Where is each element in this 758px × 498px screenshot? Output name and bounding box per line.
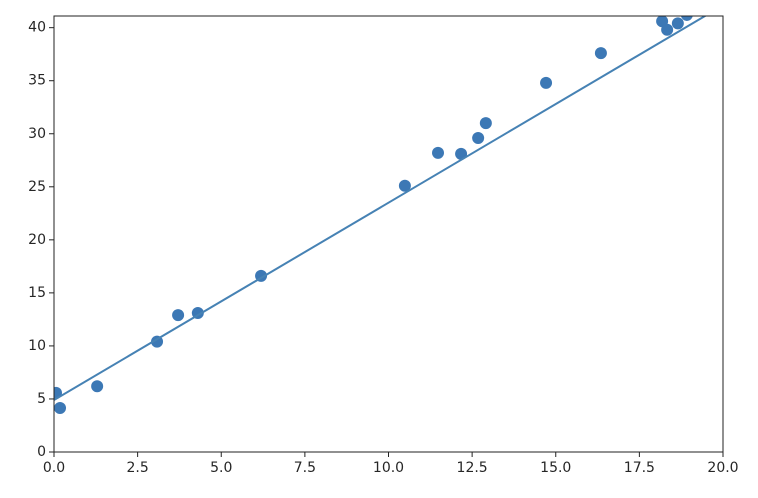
fit-line xyxy=(54,16,707,401)
y-tick-label: 25 xyxy=(28,179,46,195)
y-tick-label: 10 xyxy=(28,338,46,354)
y-tick-label: 20 xyxy=(28,232,46,248)
y-tick-label: 35 xyxy=(28,73,46,89)
x-tick-label: 20.0 xyxy=(707,460,738,476)
y-tick-label: 0 xyxy=(37,444,46,460)
scatter-point xyxy=(91,380,104,393)
y-tick-label: 40 xyxy=(28,20,46,36)
x-tick-label: 17.5 xyxy=(624,460,655,476)
x-tick-label: 15.0 xyxy=(540,460,571,476)
scatter-point xyxy=(680,16,693,21)
x-tick-label: 7.5 xyxy=(294,460,316,476)
plot-area xyxy=(54,16,707,414)
scatter-point xyxy=(455,147,468,160)
scatter-point xyxy=(594,47,607,60)
scatter-point xyxy=(661,23,674,36)
y-tick-label: 30 xyxy=(28,126,46,142)
scatter-point xyxy=(151,335,164,348)
x-tick-label: 2.5 xyxy=(126,460,148,476)
scatter-point xyxy=(432,146,445,159)
y-tick-label: 5 xyxy=(37,391,46,407)
x-tick-label: 10.0 xyxy=(373,460,404,476)
scatter-point xyxy=(472,131,485,144)
axes-frame xyxy=(53,15,724,453)
scatter-point xyxy=(479,117,492,130)
scatter-point xyxy=(54,401,67,414)
y-tick-label: 15 xyxy=(28,285,46,301)
scatter-point xyxy=(398,179,411,192)
scatter-point xyxy=(671,17,684,30)
x-tick-label: 12.5 xyxy=(457,460,488,476)
scatter-point xyxy=(540,76,553,89)
x-tick-label: 5.0 xyxy=(210,460,232,476)
x-tick-label: 0.0 xyxy=(43,460,65,476)
scatter-point xyxy=(172,309,185,322)
